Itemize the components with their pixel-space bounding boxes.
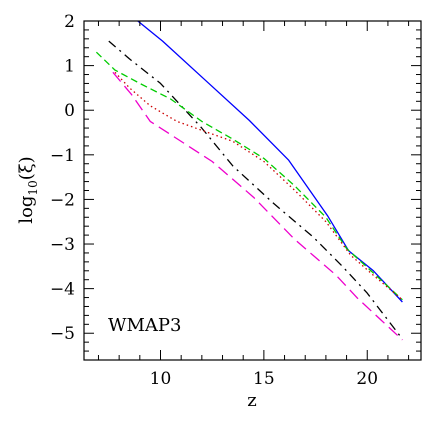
y-tick-label: −3	[50, 235, 75, 255]
plot-frame	[83, 20, 422, 361]
x-axis-label: z	[247, 390, 256, 411]
y-axis-label-sub: 10	[26, 180, 40, 195]
y-axis-label-main: log	[16, 196, 37, 224]
y-axis-label: log10(ξ)	[16, 156, 40, 223]
series-line-4	[114, 71, 403, 301]
annotation-label: WMAP3	[108, 315, 182, 336]
x-tick-label: 20	[356, 369, 378, 389]
series-line-5	[112, 71, 403, 341]
y-tick-label: −1	[50, 146, 75, 166]
x-tick-label: 15	[253, 369, 275, 389]
y-tick-label: 0	[64, 101, 75, 121]
y-tick-label: 2	[64, 12, 75, 32]
series-line-2	[108, 40, 403, 340]
series-layer	[95, 21, 403, 341]
y-tick-label: −5	[50, 324, 75, 344]
y-tick-label: −4	[50, 280, 75, 300]
y-tick-label: −2	[50, 190, 75, 210]
y-tick-label: 1	[64, 57, 75, 77]
series-line-3	[95, 51, 403, 301]
x-tick-label: 10	[150, 369, 172, 389]
y-axis-label-arg: (ξ)	[16, 156, 37, 180]
series-line-1	[137, 21, 403, 303]
